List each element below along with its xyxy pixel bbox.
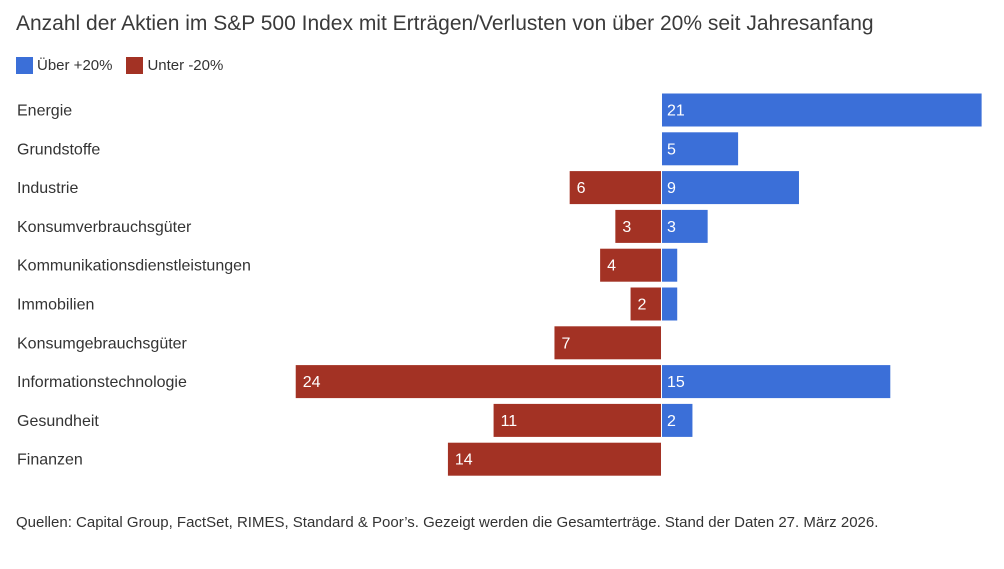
data-label-positive: 15	[667, 374, 685, 391]
category-label: Finanzen	[17, 452, 83, 469]
bar-positive	[662, 365, 891, 399]
data-label-positive: 5	[667, 141, 676, 158]
category-label: Kommunikationsdienstleistungen	[17, 258, 251, 275]
legend-label-positive: Über +20%	[37, 57, 113, 74]
category-label: Grundstoffe	[17, 141, 100, 158]
category-label: Konsumverbrauchsgüter	[17, 219, 192, 236]
legend-item-negative: Unter -20%	[126, 57, 223, 74]
category-label: Gesundheit	[17, 413, 99, 430]
legend: Über +20% Unter -20%	[16, 57, 237, 74]
data-label-positive: 21	[667, 103, 685, 120]
legend-swatch-positive	[16, 57, 33, 74]
data-label-negative: 6	[577, 180, 586, 197]
bar-chart: Energie 21 Grundstoffe 5 Industrie 6 9 Konsumve…	[17, 93, 982, 476]
data-label-negative: 4	[607, 258, 616, 275]
bar-positive	[662, 403, 693, 437]
category-label: Energie	[17, 103, 72, 120]
bar-negative	[447, 442, 661, 476]
bar-negative	[554, 326, 661, 360]
legend-item-positive: Über +20%	[16, 57, 112, 74]
data-label-negative: 24	[303, 374, 321, 391]
data-label-negative: 3	[622, 219, 631, 236]
legend-label-negative: Unter -20%	[147, 57, 224, 74]
bar-positive	[662, 248, 678, 282]
category-label: Immobilien	[17, 297, 94, 314]
bar-negative	[630, 287, 661, 321]
bar-negative	[600, 248, 661, 282]
category-label: Konsumgebrauchsgüter	[17, 335, 188, 352]
bar-positive	[662, 287, 678, 321]
bar-positive	[662, 132, 739, 166]
bar-negative	[615, 209, 661, 243]
data-label-positive: 9	[667, 180, 676, 197]
data-label-positive: 3	[667, 219, 676, 236]
data-label-negative: 14	[455, 452, 473, 469]
bar-positive	[662, 93, 982, 127]
data-label-negative: 7	[561, 335, 570, 352]
bar-negative	[569, 171, 661, 205]
category-label: Informationstechnologie	[17, 374, 187, 391]
bar-negative	[493, 403, 661, 437]
chart-title: Anzahl der Aktien im S&P 500 Index mit E…	[16, 12, 874, 35]
bar-positive	[662, 209, 708, 243]
legend-swatch-negative	[126, 57, 144, 74]
bar-positive	[662, 171, 799, 205]
data-label-negative: 11	[501, 413, 518, 430]
bar-negative	[295, 365, 661, 399]
data-label-negative: 2	[638, 297, 647, 314]
category-label: Industrie	[17, 180, 78, 197]
source-note: Quellen: Capital Group, FactSet, RIMES, …	[16, 514, 879, 531]
data-label-positive: 2	[667, 413, 676, 430]
